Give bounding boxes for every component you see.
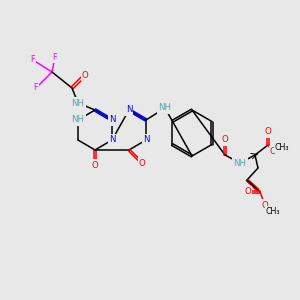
Text: N: N [143, 136, 149, 145]
Text: NH: NH [71, 116, 85, 124]
Text: N: N [109, 136, 115, 145]
Text: O: O [222, 136, 228, 145]
Text: O: O [265, 128, 272, 136]
Text: NH: NH [71, 98, 85, 107]
Text: N: N [126, 106, 132, 115]
Text: CH₃: CH₃ [275, 142, 289, 152]
Text: F: F [34, 83, 38, 92]
Text: NH: NH [233, 158, 247, 167]
Text: F: F [31, 56, 35, 64]
Text: F: F [53, 52, 57, 62]
Text: O: O [244, 188, 251, 196]
Text: O: O [139, 158, 145, 167]
Text: N: N [109, 116, 115, 124]
Text: O: O [270, 148, 276, 157]
Text: O: O [92, 160, 98, 169]
Text: NH: NH [158, 103, 172, 112]
Text: CH₃: CH₃ [266, 208, 280, 217]
Text: O: O [82, 70, 88, 80]
Text: O: O [262, 200, 268, 209]
